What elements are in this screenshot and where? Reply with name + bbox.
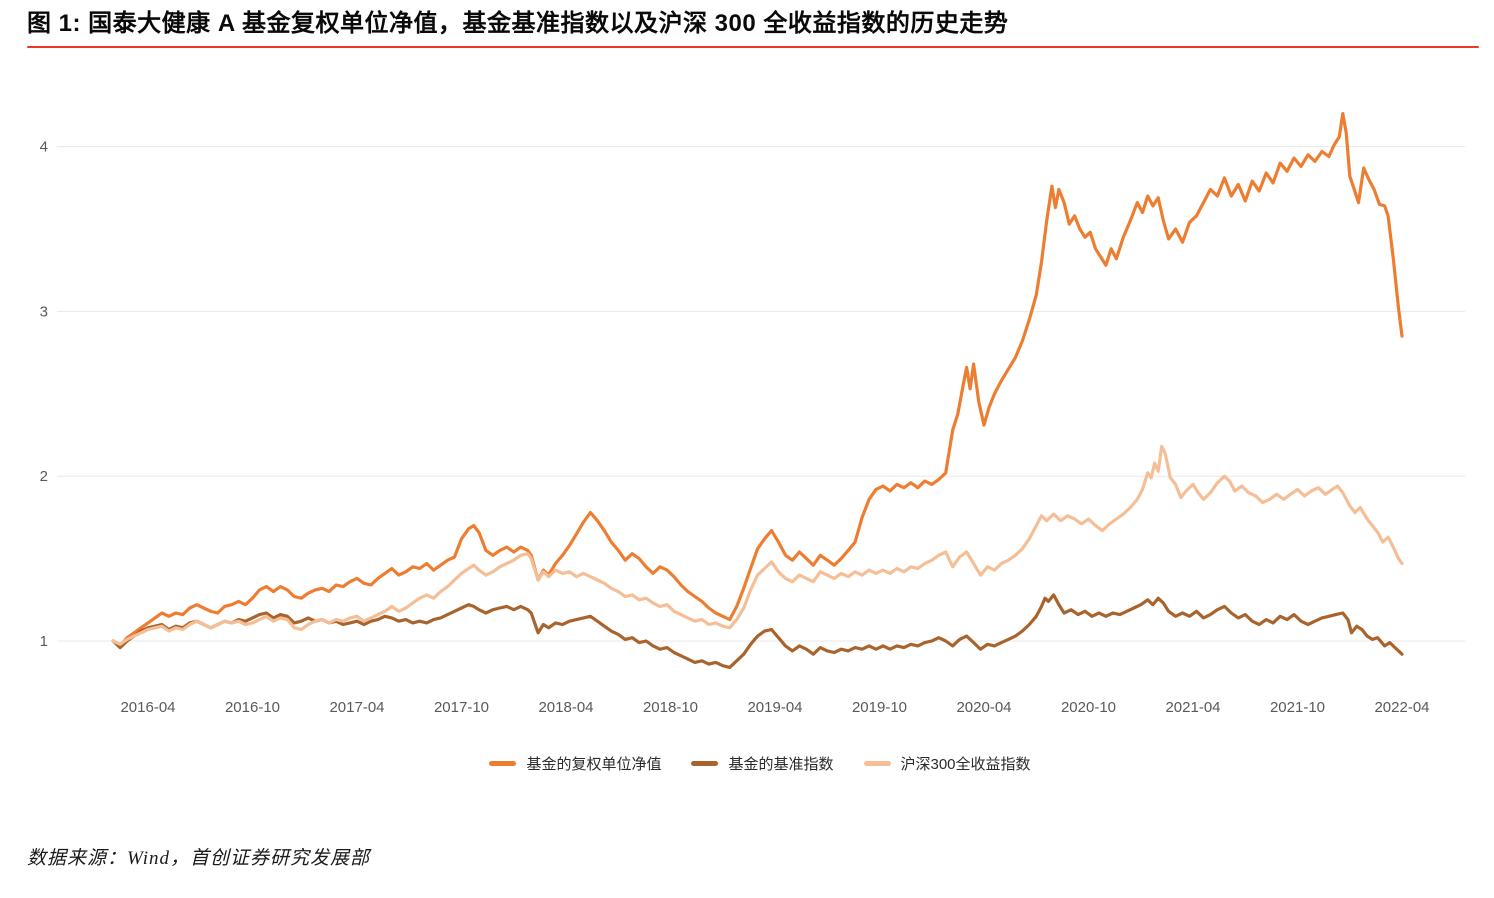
y-tick-label-1: 1 (40, 633, 48, 650)
series-lines (111, 111, 1404, 670)
x-tick-label-2021-10: 2021-10 (1270, 699, 1325, 716)
x-axis-labels: 2016-04 2016-10 2017-04 2017-10 2018-04 2018-… (120, 699, 1429, 716)
legend-swatch-benchmark-index (691, 761, 719, 766)
x-tick-label-2021-04: 2021-04 (1165, 699, 1220, 716)
x-tick-label-2017-04: 2017-04 (329, 699, 384, 716)
x-tick-label-2019-10: 2019-10 (852, 699, 907, 716)
legend-item-csi300-total-return: 沪深300全收益指数 (863, 753, 1031, 774)
data-source-note: 数据来源：Wind，首创证券研究发展部 (27, 848, 371, 869)
x-tick-label-2020-10: 2020-10 (1061, 699, 1116, 716)
y-tick-label-4: 4 (40, 139, 48, 156)
series-line-csi300-total-return (111, 444, 1404, 646)
legend-item-benchmark-index: 基金的基准指数 (691, 753, 834, 774)
chart-legend: 基金的复权单位净值 基金的基准指数 沪深300全收益指数 (60, 753, 1460, 774)
legend-label-benchmark-index: 基金的基准指数 (728, 756, 834, 773)
x-tick-label-2016-10: 2016-10 (225, 699, 280, 716)
legend-label-csi300-total-return: 沪深300全收益指数 (900, 756, 1031, 773)
x-tick-label-2018-10: 2018-10 (643, 699, 698, 716)
legend-label-fund-nav: 基金的复权单位净值 (526, 756, 662, 773)
legend-swatch-csi300-total-return (863, 761, 891, 766)
y-tick-label-2: 2 (40, 468, 48, 485)
grid-lines (57, 146, 1465, 642)
x-tick-label-2016-04: 2016-04 (120, 699, 175, 716)
y-axis-labels: 1 2 3 4 (40, 139, 48, 650)
x-tick-label-2020-04: 2020-04 (956, 699, 1011, 716)
title-underline-rule (27, 46, 1479, 48)
y-tick-label-3: 3 (40, 303, 48, 320)
series-line-benchmark-index (111, 593, 1404, 670)
figure-title: 图 1: 国泰大健康 A 基金复权单位净值，基金基准指数以及沪深 300 全收益… (27, 10, 1009, 37)
legend-swatch-fund-nav (489, 761, 517, 766)
series-line-fund-nav (111, 111, 1404, 648)
legend-item-fund-nav: 基金的复权单位净值 (489, 753, 661, 774)
x-tick-label-2022-04: 2022-04 (1374, 699, 1429, 716)
x-tick-label-2018-04: 2018-04 (538, 699, 593, 716)
x-tick-label-2019-04: 2019-04 (747, 699, 802, 716)
x-tick-label-2017-10: 2017-10 (434, 699, 489, 716)
